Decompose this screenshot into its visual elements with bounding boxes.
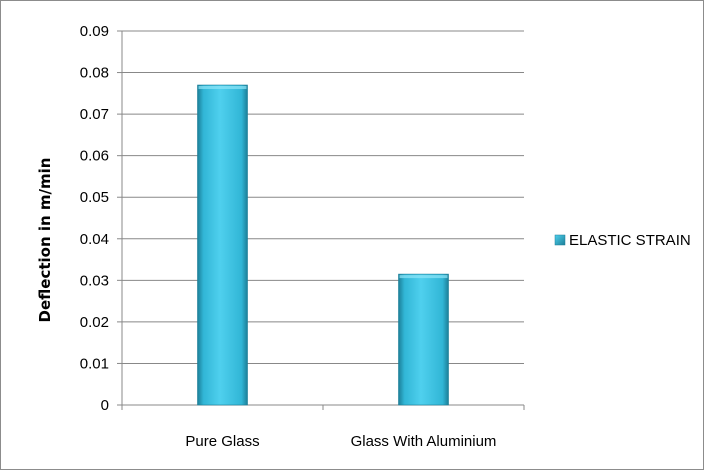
- y-tick-label: 0.06: [80, 148, 109, 165]
- y-axis-title: Deflection in m/min: [36, 158, 54, 323]
- legend-label: ELASTIC STRAIN: [569, 232, 691, 249]
- legend-swatch: [554, 234, 566, 246]
- y-tick-labels: 0 0.01 0.02 0.03 0.04 0.05 0.06 0.07 0.08 0.09: [80, 23, 109, 414]
- y-tick-label: 0.05: [80, 189, 109, 206]
- bar-body: [398, 273, 449, 406]
- bar-top-bevel: [198, 86, 247, 90]
- y-tick-label: 0.02: [80, 314, 109, 331]
- x-category-label: Pure Glass: [185, 433, 259, 450]
- x-category-labels: Pure Glass Glass With Aluminium: [185, 433, 496, 450]
- bars: [197, 84, 449, 406]
- bar-body: [197, 84, 248, 406]
- gridlines: [117, 30, 525, 410]
- y-tick-label: 0.07: [80, 106, 109, 123]
- bar-top-bevel: [399, 275, 448, 279]
- bar-1: [398, 273, 449, 406]
- legend: ELASTIC STRAIN: [554, 232, 691, 249]
- y-tick-label: 0.09: [80, 23, 109, 40]
- y-tick-label: 0.08: [80, 65, 109, 82]
- bar-0: [197, 84, 248, 406]
- y-tick-label: 0.04: [80, 231, 109, 248]
- y-tick-label: 0.03: [80, 272, 109, 289]
- y-tick-label: 0: [101, 397, 109, 414]
- y-tick-label: 0.01: [80, 355, 109, 372]
- x-category-label: Glass With Aluminium: [351, 433, 497, 450]
